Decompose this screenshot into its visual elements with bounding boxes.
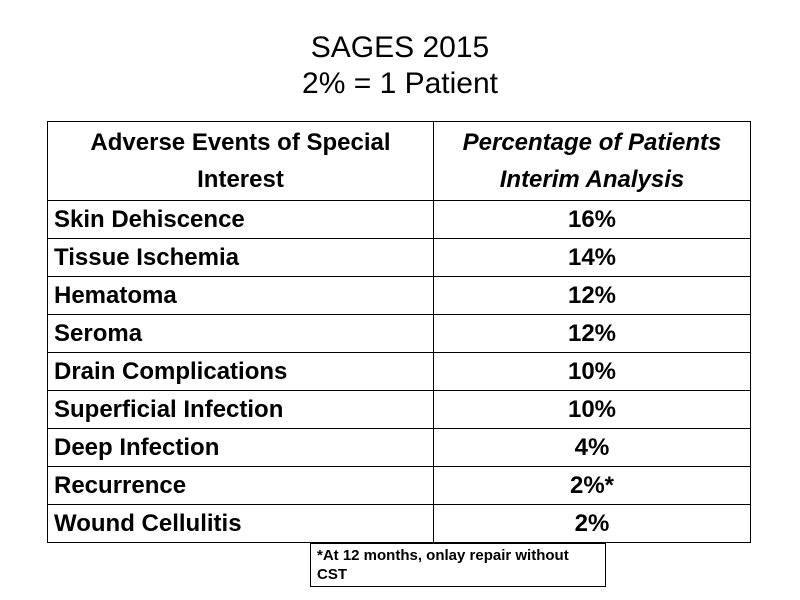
table-header-row: Adverse Events of Special Interest Perce… xyxy=(47,121,751,201)
table-row: Hematoma 12% xyxy=(47,276,751,315)
event-percentage: 14% xyxy=(433,238,751,277)
event-percentage: 2%* xyxy=(433,466,751,505)
table-row: Skin Dehiscence 16% xyxy=(47,200,751,239)
event-name: Tissue Ischemia xyxy=(47,238,434,277)
event-name: Drain Complications xyxy=(47,352,434,391)
event-name: Deep Infection xyxy=(47,428,434,467)
title-line-1: SAGES 2015 xyxy=(310,31,490,64)
event-name: Seroma xyxy=(47,314,434,353)
column-header-percentage: Percentage of Patients Interim Analysis xyxy=(433,121,751,201)
event-percentage: 4% xyxy=(433,428,751,467)
event-name: Hematoma xyxy=(47,276,434,315)
event-percentage: 10% xyxy=(433,390,751,429)
event-percentage: 10% xyxy=(433,352,751,391)
event-name: Superficial Infection xyxy=(47,390,434,429)
table-row: Seroma 12% xyxy=(47,314,751,353)
column-header-event: Adverse Events of Special Interest xyxy=(47,121,434,201)
event-name: Recurrence xyxy=(47,466,434,505)
slide-title: SAGES 2015 2% = 1 Patient xyxy=(0,30,800,102)
footnote-box: *At 12 months, onlay repair without CST xyxy=(310,543,606,587)
event-name: Wound Cellulitis xyxy=(47,504,434,543)
event-percentage: 16% xyxy=(433,200,751,239)
table-row: Superficial Infection 10% xyxy=(47,390,751,429)
table-row: Drain Complications 10% xyxy=(47,352,751,391)
table-row: Wound Cellulitis 2% xyxy=(47,504,751,543)
adverse-events-table: Adverse Events of Special Interest Perce… xyxy=(47,121,751,543)
event-percentage: 12% xyxy=(433,276,751,315)
event-percentage: 12% xyxy=(433,314,751,353)
title-line-2: 2% = 1 Patient xyxy=(302,67,498,100)
event-percentage: 2% xyxy=(433,504,751,543)
table-row: Recurrence 2%* xyxy=(47,466,751,505)
table-row: Deep Infection 4% xyxy=(47,428,751,467)
table-row: Tissue Ischemia 14% xyxy=(47,238,751,277)
event-name: Skin Dehiscence xyxy=(47,200,434,239)
